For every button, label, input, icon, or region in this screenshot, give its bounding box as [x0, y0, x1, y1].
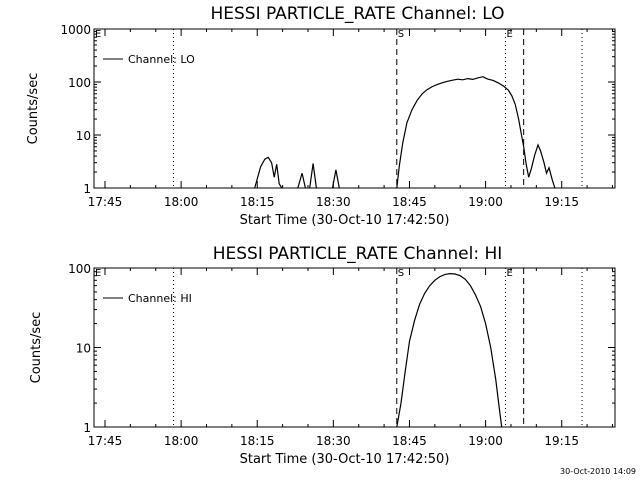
chart1-legend-label: Channel: LO: [128, 53, 195, 66]
chart1-axes-frame: [93, 28, 616, 189]
chart1-panel: HESSI PARTICLE_RATE Channel: LO 1 10 100 100…: [26, 4, 616, 228]
chart2-series-line: [396, 272, 503, 428]
chart2-x-tick-label: 18:30: [316, 434, 351, 448]
chart1-x-axis-title: Start Time (30-Oct-10 17:42:50): [240, 213, 450, 228]
chart1-x-tick-label: 18:30: [316, 195, 351, 209]
chart2-y-tick-label: 1: [83, 421, 91, 435]
chart1-x-tick-label: 18:15: [240, 195, 275, 209]
chart1-x-tick-label: 18:45: [392, 195, 427, 209]
chart1-title: HESSI PARTICLE_RATE Channel: LO: [210, 4, 504, 24]
chart1-y-axis-title: Counts/sec: [26, 73, 41, 145]
chart2-x-tick-label: 18:15: [240, 434, 275, 448]
chart2-x-tick-label: 19:15: [544, 434, 579, 448]
chart1-marker-E: E: [95, 29, 101, 40]
chart1-x-tick-label: 17:45: [88, 195, 123, 209]
chart2-legend-label: Channel: HI: [128, 292, 192, 305]
chart1-marker-E: E: [506, 29, 512, 40]
chart1-series-line: [309, 163, 317, 189]
chart2-marker-E: E: [95, 268, 101, 279]
chart1-x-tick-label: 18:00: [164, 195, 199, 209]
chart1-y-tick-label: 1: [83, 182, 91, 196]
chart2-x-tick-label: 17:45: [88, 434, 123, 448]
chart1-marker-S: S: [398, 29, 404, 40]
chart2-x-tick-label: 19:00: [468, 434, 503, 448]
chart2-y-tick-label: 100: [68, 262, 91, 276]
chart2-title: HESSI PARTICLE_RATE Channel: HI: [213, 244, 503, 264]
chart1-series-line: [297, 173, 306, 189]
chart2-x-axis-title: Start Time (30-Oct-10 17:42:50): [240, 452, 450, 467]
footer-timestamp: 30-Oct-2010 14:09: [560, 467, 636, 476]
chart1-y-tick-label: 100: [68, 76, 91, 90]
chart1-series-line: [396, 76, 556, 189]
chart2-y-tick-label: 10: [76, 342, 91, 356]
chart2-marker-S: S: [398, 268, 404, 279]
chart2-panel: HESSI PARTICLE_RATE Channel: HI 1 10 100 17:…: [29, 244, 616, 467]
chart2-y-axis-title: Counts/sec: [29, 312, 44, 384]
chart1-x-tick-label: 19:15: [544, 195, 579, 209]
chart1-series-line: [331, 169, 340, 189]
chart2-x-tick-label: 18:45: [392, 434, 427, 448]
chart2-marker-E: E: [506, 268, 512, 279]
chart1-y-tick-label: 1000: [60, 23, 91, 37]
chart1-y-tick-label: 10: [76, 129, 91, 143]
chart1-x-tick-label: 19:00: [468, 195, 503, 209]
chart2-x-tick-label: 18:00: [164, 434, 199, 448]
chart1-series-line: [254, 156, 283, 189]
